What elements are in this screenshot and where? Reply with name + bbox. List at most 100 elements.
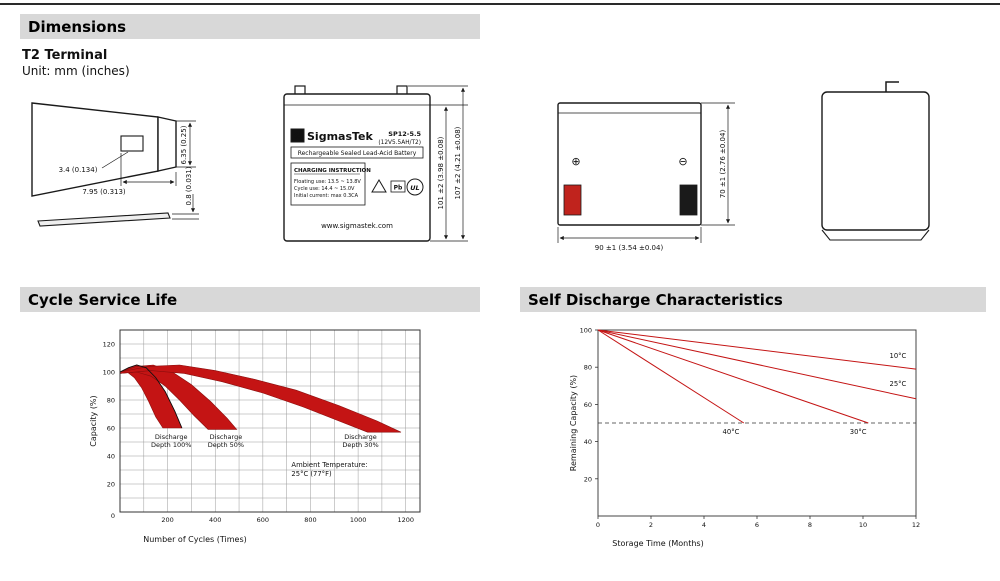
svg-text:25°C: 25°C bbox=[890, 380, 907, 388]
svg-text:100: 100 bbox=[103, 369, 115, 377]
side-view-drawing bbox=[821, 81, 930, 241]
temperature-series: 10°C 25°C 30°C 40°C bbox=[597, 329, 917, 436]
ul-icon bbox=[406, 178, 424, 196]
website-url: www.sigmastek.com bbox=[321, 222, 393, 230]
terminal-thickness-strip bbox=[37, 212, 171, 227]
battery-type-line: Rechargeable Sealed Lead-Acid Battery bbox=[298, 150, 417, 157]
svg-text:40°C: 40°C bbox=[723, 428, 740, 436]
dim-terminal-thickness: 0.8 (0.031) bbox=[185, 166, 193, 205]
terminal-hole bbox=[120, 135, 144, 152]
dim-terminal-hole: 3.4 (0.134) bbox=[59, 166, 98, 174]
y-axis-label: Remaining Capacity (%) bbox=[569, 375, 578, 471]
page-top-rule bbox=[0, 3, 1000, 5]
x-axis-label: Storage Time (Months) bbox=[612, 539, 703, 548]
dim-terminal-width: 7.95 (0.313) bbox=[82, 188, 126, 196]
ambient-temperature-note: Ambient Temperature: bbox=[291, 461, 367, 469]
charging-instruction-box bbox=[290, 162, 366, 206]
svg-text:20: 20 bbox=[584, 475, 592, 483]
dim-total-height: 107 ±2 (4.21 ±0.08) bbox=[454, 126, 462, 199]
brand-logo-square bbox=[290, 128, 305, 143]
svg-text:0: 0 bbox=[111, 512, 115, 520]
x-axis-label: Number of Cycles (Times) bbox=[143, 535, 247, 544]
svg-text:20: 20 bbox=[107, 481, 115, 489]
grid-lines bbox=[120, 330, 420, 512]
side-base bbox=[821, 229, 930, 241]
model-number: SP12-5.5 bbox=[388, 130, 421, 138]
charging-line-3: Initial current: max 0.3CA bbox=[294, 193, 359, 199]
discharge-depth-bands bbox=[119, 364, 402, 433]
svg-text:40: 40 bbox=[584, 438, 592, 446]
terminal-edge-face bbox=[157, 116, 177, 172]
negative-terminal-block bbox=[679, 184, 698, 216]
svg-text:60: 60 bbox=[584, 401, 592, 409]
svg-text:Depth 100%: Depth 100% bbox=[151, 441, 191, 449]
dim-terminal-height: 6.35 (0.25) bbox=[180, 125, 188, 164]
battery-body-front bbox=[283, 93, 431, 242]
label-type-strip bbox=[290, 146, 424, 159]
svg-text:Discharge: Discharge bbox=[210, 433, 243, 441]
svg-text:80: 80 bbox=[584, 364, 592, 372]
rear-view-drawing bbox=[557, 102, 735, 243]
section-title: Dimensions bbox=[28, 17, 127, 36]
svg-text:200: 200 bbox=[161, 516, 173, 524]
positive-terminal-block bbox=[563, 184, 582, 216]
section-header-dimensions: Dimensions bbox=[20, 14, 480, 39]
negative-symbol: ⊖ bbox=[678, 155, 687, 168]
section-header-cycle-life: Cycle Service Life bbox=[20, 287, 480, 312]
svg-text:1000: 1000 bbox=[350, 516, 367, 524]
svg-text:12: 12 bbox=[912, 521, 920, 529]
self-discharge-chart: 10°C 25°C 30°C 40°C 20 40 60 80 100 0 2 4 6 8 10 12 Rema… bbox=[569, 327, 921, 549]
leader-line bbox=[101, 151, 129, 169]
terminal-detail-drawing bbox=[31, 102, 199, 227]
svg-text:30°C: 30°C bbox=[850, 428, 867, 436]
svg-text:400: 400 bbox=[209, 516, 221, 524]
pb-icon-label: Pb bbox=[394, 185, 403, 192]
battery-body-rear bbox=[557, 102, 702, 226]
pb-icon bbox=[390, 180, 406, 193]
front-view-drawing bbox=[283, 85, 468, 242]
section-title: Cycle Service Life bbox=[28, 290, 178, 309]
battery-rating: (12V5.5AH/T2) bbox=[378, 140, 421, 146]
section-title: Self Discharge Characteristics bbox=[528, 290, 783, 309]
svg-text:6: 6 bbox=[755, 521, 759, 529]
svg-text:60: 60 bbox=[107, 425, 115, 433]
side-terminal-tab bbox=[885, 81, 899, 92]
battery-body-side bbox=[821, 91, 930, 231]
svg-text:10: 10 bbox=[859, 521, 867, 529]
section-header-self-discharge: Self Discharge Characteristics bbox=[520, 287, 986, 312]
plot-border bbox=[119, 329, 421, 513]
ambient-temperature-value: 25°C (77°F) bbox=[291, 470, 332, 478]
svg-text:Depth 50%: Depth 50% bbox=[208, 441, 244, 449]
svg-text:0: 0 bbox=[596, 521, 600, 529]
brand-name: SigmasTek bbox=[307, 130, 374, 143]
svg-text:Discharge: Discharge bbox=[155, 433, 188, 441]
logo-letter: S bbox=[294, 132, 300, 142]
dim-case-height: 101 ±2 (3.98 ±0.08) bbox=[437, 136, 445, 209]
charging-title: CHARGING INSTRUCTION bbox=[294, 168, 371, 174]
dimension-drawings: 6.35 (0.25) 3.4 (0.134) 7.95 (0.313) 0.8… bbox=[31, 81, 930, 252]
dim-rear-height: 70 ±1 (2.76 ±0.04) bbox=[719, 130, 727, 199]
svg-text:8: 8 bbox=[808, 521, 812, 529]
svg-text:4: 4 bbox=[702, 521, 706, 529]
y-axis-label: Capacity (%) bbox=[89, 395, 98, 446]
svg-text:120: 120 bbox=[103, 341, 115, 349]
cycle-life-curve bbox=[119, 364, 183, 429]
terminal-type-label: T2 Terminal bbox=[22, 48, 108, 63]
charging-line-2: Cycle use: 14.4 ~ 15.0V bbox=[294, 186, 355, 192]
svg-text:600: 600 bbox=[257, 516, 269, 524]
svg-text:1200: 1200 bbox=[397, 516, 414, 524]
svg-text:2: 2 bbox=[649, 521, 653, 529]
charging-line-1: Floating use: 13.5 ~ 13.8V bbox=[294, 179, 361, 185]
svg-text:10°C: 10°C bbox=[890, 352, 907, 360]
ul-icon-label: UL bbox=[410, 184, 419, 192]
dim-rear-width: 90 ±1 (3.54 ±0.04) bbox=[595, 244, 664, 252]
svg-text:800: 800 bbox=[304, 516, 316, 524]
svg-text:40: 40 bbox=[107, 453, 115, 461]
svg-text:100: 100 bbox=[580, 327, 592, 335]
recycle-icon bbox=[371, 179, 387, 193]
tick-labels: 20 40 60 80 100 120 200 400 600 800 1000 1200 0 bbox=[103, 341, 414, 525]
positive-symbol: ⊕ bbox=[571, 155, 580, 168]
tick-labels: 20 40 60 80 100 0 2 4 6 8 10 12 bbox=[580, 327, 921, 530]
